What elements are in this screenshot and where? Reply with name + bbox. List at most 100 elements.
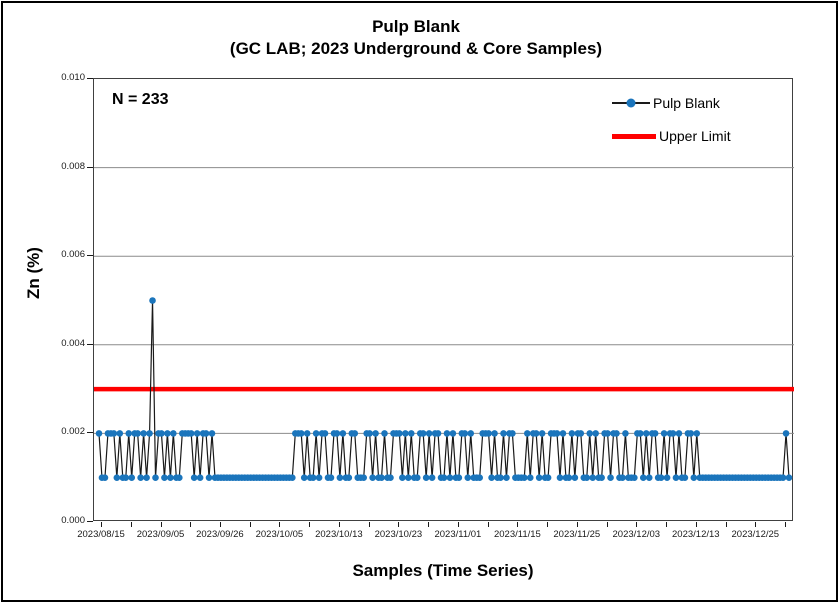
y-tick-label: 0.000 bbox=[61, 515, 85, 526]
x-tick-label: 2023/11/01 bbox=[434, 529, 482, 540]
data-point-marker bbox=[497, 474, 504, 482]
data-point-marker bbox=[422, 474, 430, 482]
data-point-marker bbox=[586, 430, 594, 437]
data-point-marker bbox=[535, 474, 543, 482]
data-point-marker bbox=[645, 474, 653, 482]
x-tick-label: 2023/09/26 bbox=[196, 529, 244, 540]
data-point-marker bbox=[419, 430, 427, 437]
data-point-marker bbox=[467, 430, 475, 437]
pulp-blank-legend-dot-icon bbox=[626, 98, 636, 108]
data-point-marker bbox=[396, 430, 403, 437]
x-tick-mark bbox=[219, 522, 221, 527]
x-tick-mark bbox=[547, 522, 549, 527]
data-point-marker bbox=[95, 430, 103, 437]
y-tick-mark bbox=[87, 521, 93, 522]
data-point-marker bbox=[622, 430, 629, 437]
data-point-marker bbox=[399, 474, 406, 482]
data-point-marker bbox=[208, 430, 216, 437]
data-point-marker bbox=[137, 474, 144, 482]
data-point-marker bbox=[372, 430, 379, 437]
data-point-marker bbox=[583, 474, 591, 482]
data-point-marker bbox=[440, 474, 448, 482]
data-point-marker bbox=[532, 430, 540, 437]
data-point-marker bbox=[170, 430, 177, 437]
data-point-marker bbox=[455, 474, 463, 482]
data-point-marker bbox=[327, 474, 335, 482]
x-tick-mark bbox=[368, 522, 370, 527]
data-point-marker bbox=[785, 474, 793, 482]
y-tick-label: 0.002 bbox=[61, 426, 85, 438]
x-tick-mark bbox=[338, 522, 340, 527]
x-tick-label: 2023/12/03 bbox=[612, 529, 661, 540]
legend-label-upper-limit: Upper Limit bbox=[659, 128, 731, 144]
x-tick-mark bbox=[130, 522, 132, 527]
data-point-marker bbox=[413, 474, 421, 482]
data-point-marker bbox=[193, 430, 201, 437]
data-point-marker bbox=[122, 474, 130, 482]
y-axis-title: Zn (%) bbox=[24, 247, 43, 299]
data-point-marker bbox=[158, 430, 165, 437]
data-point-marker bbox=[345, 474, 353, 482]
data-point-marker bbox=[464, 474, 472, 482]
data-point-marker bbox=[378, 474, 385, 482]
data-point-marker bbox=[687, 430, 695, 437]
data-point-marker bbox=[190, 474, 198, 482]
x-tick-mark bbox=[636, 522, 638, 527]
legend: Pulp Blank Upper Limit bbox=[612, 95, 731, 144]
x-tick-label: 2023/09/05 bbox=[136, 529, 185, 540]
x-tick-label: 2023/11/15 bbox=[493, 529, 541, 540]
data-point-marker bbox=[619, 474, 626, 482]
x-tick-mark bbox=[309, 522, 311, 527]
data-point-marker bbox=[113, 474, 121, 482]
data-point-marker bbox=[128, 474, 136, 482]
data-point-marker bbox=[544, 474, 552, 482]
data-point-marker bbox=[143, 474, 150, 482]
y-tick-label: 0.004 bbox=[61, 337, 85, 349]
data-point-marker bbox=[461, 430, 469, 437]
x-tick-mark bbox=[785, 522, 786, 527]
data-point-marker bbox=[657, 474, 665, 482]
data-point-marker bbox=[443, 430, 451, 437]
data-point-marker bbox=[589, 474, 597, 482]
data-point-marker bbox=[446, 474, 454, 482]
data-point-marker bbox=[449, 430, 457, 437]
data-point-marker bbox=[369, 474, 376, 482]
data-point-marker bbox=[553, 430, 561, 437]
x-tick-mark bbox=[101, 522, 102, 527]
data-point-marker bbox=[779, 474, 787, 482]
pulp-blank-legend-marker-icon bbox=[612, 98, 650, 108]
x-tick-label: 2023/11/25 bbox=[553, 529, 601, 540]
y-tick-label: 0.010 bbox=[61, 72, 85, 83]
data-point-marker bbox=[381, 430, 388, 437]
data-point-marker bbox=[491, 430, 498, 437]
x-tick-mark bbox=[695, 522, 697, 527]
x-tick-label: 2023/10/05 bbox=[255, 529, 304, 540]
data-point-marker bbox=[503, 474, 510, 482]
x-tick-mark bbox=[576, 522, 578, 527]
data-point-marker bbox=[669, 430, 677, 437]
data-point-marker bbox=[568, 430, 576, 437]
data-point-marker bbox=[161, 474, 168, 482]
data-point-marker bbox=[116, 430, 124, 437]
data-point-marker bbox=[387, 474, 394, 482]
x-tick-mark bbox=[249, 522, 251, 527]
x-tick-mark bbox=[487, 522, 489, 527]
data-point-marker bbox=[321, 430, 329, 437]
data-point-marker bbox=[300, 474, 308, 482]
data-point-marker bbox=[202, 430, 210, 437]
data-point-marker bbox=[681, 474, 689, 482]
x-tick-mark bbox=[428, 522, 430, 527]
data-point-marker bbox=[693, 430, 701, 437]
legend-item-pulp-blank: Pulp Blank bbox=[612, 95, 731, 111]
data-point-marker bbox=[164, 430, 171, 437]
data-point-marker bbox=[631, 474, 638, 482]
data-point-marker bbox=[488, 474, 495, 482]
data-point-marker bbox=[167, 474, 174, 482]
data-point-marker bbox=[339, 430, 347, 437]
legend-label-pulp-blank: Pulp Blank bbox=[653, 95, 720, 111]
data-point-marker bbox=[289, 474, 296, 482]
data-point-marker bbox=[565, 474, 573, 482]
x-tick-mark bbox=[398, 522, 400, 527]
data-point-marker bbox=[690, 474, 698, 482]
